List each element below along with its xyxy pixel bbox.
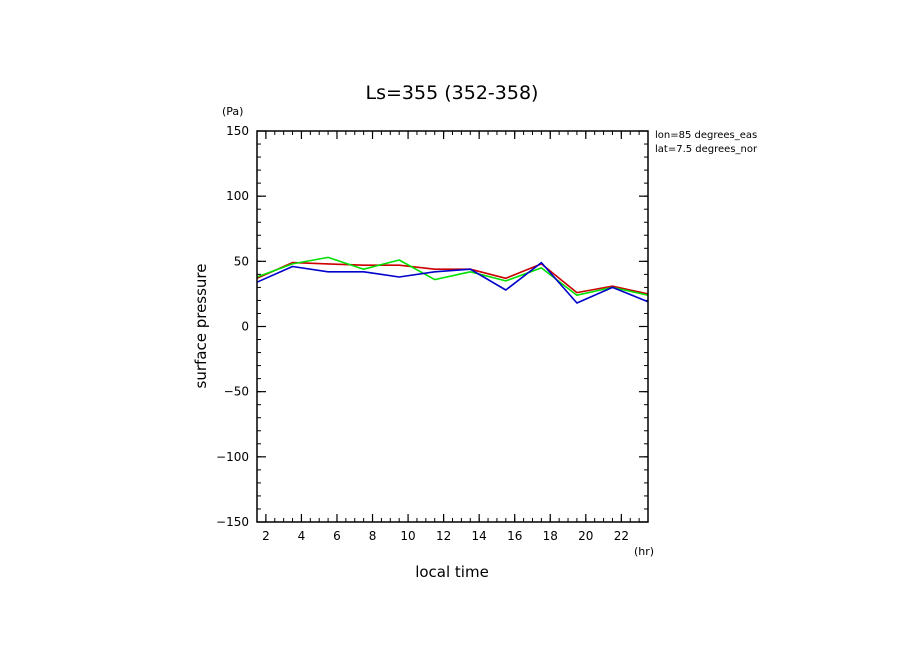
y-unit-label: (Pa): [222, 105, 243, 118]
x-tick-label: 18: [543, 529, 558, 543]
x-tick-label: 6: [333, 529, 341, 543]
x-tick-label: 2: [262, 529, 270, 543]
x-tick-label: 22: [614, 529, 629, 543]
axis-ticks: 2 4 6 8 10 12 14 16 18 20 22 150 100 50 0 −50 −100 −150: [216, 124, 648, 543]
x-axis-label: local time: [415, 563, 489, 581]
y-tick-label: −150: [216, 515, 249, 529]
series-line-2: [256, 256, 649, 297]
x-tick-label: 10: [400, 529, 415, 543]
y-tick-label: 50: [234, 254, 249, 268]
x-tick-label: 14: [472, 529, 487, 543]
annotation-lat: lat=7.5 degrees_nor: [655, 144, 758, 155]
y-tick-label: −50: [224, 385, 249, 399]
chart-title: Ls=355 (352-358): [366, 82, 539, 104]
y-axis-label: surface pressure: [192, 264, 210, 389]
series-line-1: [256, 261, 649, 295]
x-tick-label: 16: [507, 529, 522, 543]
plot-frame: [256, 130, 649, 523]
y-tick-label: 150: [226, 124, 249, 138]
x-tick-label: 4: [298, 529, 306, 543]
x-tick-label: 12: [436, 529, 451, 543]
series-line-3: [256, 261, 649, 304]
y-tick-label: 0: [241, 320, 249, 334]
y-tick-label: −100: [216, 450, 249, 464]
annotation-lon: lon=85 degrees_eas: [655, 130, 757, 141]
data-lines: [256, 256, 649, 304]
x-tick-label: 20: [578, 529, 593, 543]
y-tick-label: 100: [226, 189, 249, 203]
x-tick-label: 8: [369, 529, 377, 543]
x-unit-label: (hr): [634, 545, 654, 558]
